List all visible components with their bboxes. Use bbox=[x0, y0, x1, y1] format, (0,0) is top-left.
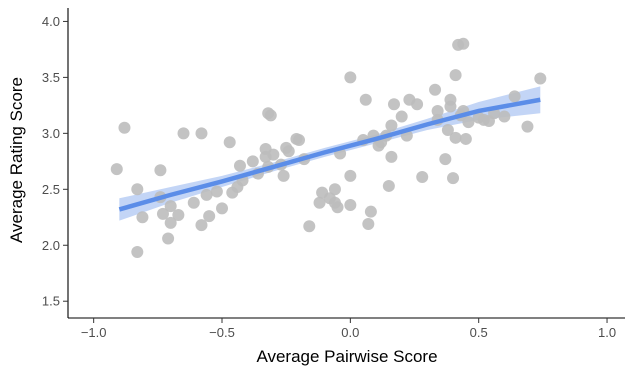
scatter-point-75 bbox=[444, 93, 457, 106]
scatter-point-72 bbox=[439, 153, 452, 166]
y-tick-label-1: 1.5 bbox=[42, 294, 60, 309]
scatter-point-76 bbox=[447, 172, 460, 185]
scatter-point-37 bbox=[282, 145, 295, 158]
scatter-point-8 bbox=[156, 207, 169, 220]
x-tick-label-5: 1.0 bbox=[598, 325, 616, 340]
scatter-point-12 bbox=[172, 209, 185, 222]
axes-layer: 1.5 2.0 2.5 3.0 3.5 4.0 −1.0 −0.5 0.0 0.5 1.0 bbox=[42, 8, 625, 340]
x-tick-label-1: −1.0 bbox=[81, 325, 107, 340]
scatter-point-14 bbox=[187, 196, 200, 209]
y-tick-label-5: 3.5 bbox=[42, 70, 60, 85]
scatter-point-61 bbox=[385, 150, 398, 163]
x-tick-label-2: −0.5 bbox=[209, 325, 235, 340]
scatter-point-42 bbox=[313, 196, 326, 209]
scatter-point-55 bbox=[364, 205, 377, 218]
scatter-point-64 bbox=[395, 110, 408, 123]
scatter-point-17 bbox=[200, 188, 213, 201]
scatter-point-50 bbox=[344, 169, 357, 182]
scatter-point-5 bbox=[136, 211, 149, 224]
scatter-point-63 bbox=[387, 98, 400, 111]
scatter-point-11 bbox=[164, 200, 177, 213]
scatter-point-92 bbox=[534, 72, 547, 85]
scatter-point-21 bbox=[223, 136, 236, 149]
scatter-point-1 bbox=[110, 163, 123, 176]
scatter-point-4 bbox=[131, 183, 144, 196]
scatter-point-49 bbox=[344, 198, 357, 211]
scatter-points-layer bbox=[110, 37, 547, 258]
x-tick-label-3: 0.0 bbox=[341, 325, 359, 340]
scatter-point-15 bbox=[195, 127, 208, 140]
scatter-point-13 bbox=[177, 127, 190, 140]
y-tick-label-4: 3.0 bbox=[42, 126, 60, 141]
scatter-point-68 bbox=[416, 170, 429, 183]
scatter-point-78 bbox=[449, 131, 462, 144]
regression-line-layer bbox=[118, 97, 541, 212]
scatter-point-69 bbox=[429, 83, 442, 96]
x-axis-title: Average Pairwise Score bbox=[256, 347, 437, 366]
scatter-point-32 bbox=[264, 109, 277, 122]
scatter-point-10 bbox=[164, 216, 177, 229]
scatter-point-84 bbox=[462, 116, 475, 129]
scatter-point-67 bbox=[411, 98, 424, 111]
scatter-point-89 bbox=[498, 110, 511, 123]
scatter-point-73 bbox=[441, 123, 454, 136]
scatter-point-51 bbox=[344, 71, 357, 84]
scatter-point-2 bbox=[118, 121, 131, 134]
scatter-point-47 bbox=[331, 201, 344, 214]
x-tick-label-4: 0.5 bbox=[470, 325, 488, 340]
scatter-point-19 bbox=[210, 185, 223, 198]
scatter-point-71 bbox=[431, 104, 444, 117]
scatter-point-39 bbox=[293, 134, 306, 147]
scatter-point-77 bbox=[449, 69, 462, 82]
scatter-point-35 bbox=[277, 169, 290, 182]
scatter-point-53 bbox=[359, 93, 372, 106]
scatter-point-3 bbox=[131, 245, 144, 258]
scatter-point-18 bbox=[203, 210, 216, 223]
scatter-point-33 bbox=[267, 148, 280, 161]
scatter-point-62 bbox=[385, 119, 398, 132]
scatter-point-24 bbox=[233, 159, 246, 172]
y-tick-label-3: 2.5 bbox=[42, 182, 60, 197]
scatter-point-54 bbox=[362, 217, 375, 230]
scatter-point-83 bbox=[459, 132, 472, 145]
scatter-point-60 bbox=[382, 179, 395, 192]
y-tick-label-6: 4.0 bbox=[42, 14, 60, 29]
scatter-point-41 bbox=[303, 220, 316, 233]
scatter-point-81 bbox=[457, 37, 470, 50]
scatter-point-26 bbox=[246, 155, 259, 168]
scatter-point-90 bbox=[508, 90, 521, 103]
scatter-point-16 bbox=[195, 219, 208, 232]
y-axis-title: Average Rating Score bbox=[7, 77, 26, 243]
scatter-point-46 bbox=[328, 183, 341, 196]
y-tick-label-2: 2.0 bbox=[42, 238, 60, 253]
scatter-point-9 bbox=[162, 232, 175, 245]
scatter-point-91 bbox=[521, 120, 534, 133]
scatter-point-6 bbox=[154, 164, 167, 177]
regression-line bbox=[118, 97, 541, 212]
scatter-point-20 bbox=[216, 202, 229, 215]
